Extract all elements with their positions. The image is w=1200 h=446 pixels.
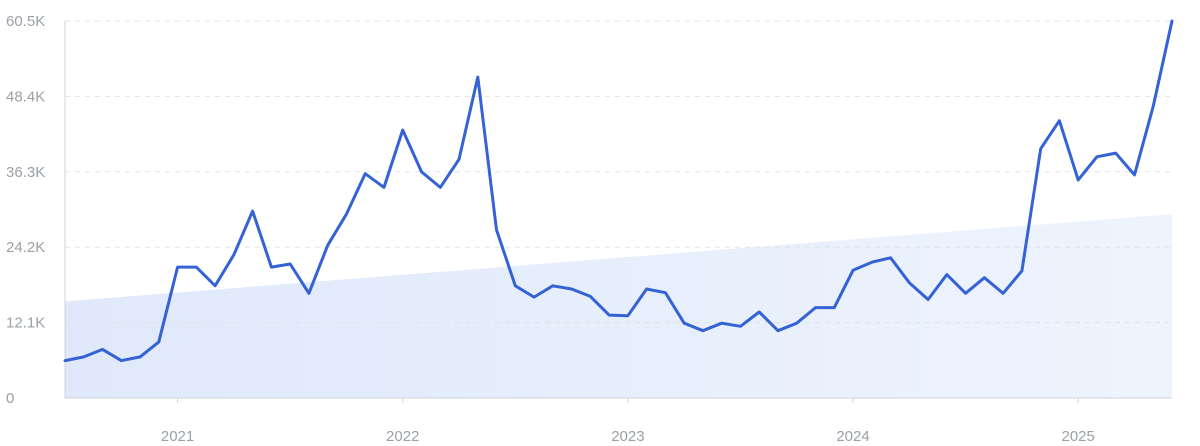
x-tick-label: 2025 [1061, 428, 1094, 445]
x-tick-label: 2024 [836, 428, 869, 445]
trend-band-layer [65, 214, 1172, 398]
y-tick-label: 24.2K [6, 239, 45, 256]
x-axis-ticks: 2021 2022 2023 2024 2025 [161, 398, 1095, 445]
y-tick-label: 0 [6, 390, 14, 407]
y-tick-label: 12.1K [6, 315, 45, 332]
trend-band [65, 214, 1172, 398]
y-tick-label: 36.3K [6, 164, 45, 181]
x-tick-label: 2023 [611, 428, 644, 445]
series-layer [63, 19, 1174, 363]
x-tick-label: 2021 [161, 428, 194, 445]
gridlines [64, 20, 1172, 399]
y-axis-ticks: 0 12.1K 24.2K 36.3K 48.4K 60.5K [6, 13, 45, 407]
y-tick-label: 48.4K [6, 88, 45, 105]
x-tick-label: 2022 [386, 428, 419, 445]
y-tick-label: 60.5K [6, 13, 45, 30]
series-line [63, 19, 1174, 363]
